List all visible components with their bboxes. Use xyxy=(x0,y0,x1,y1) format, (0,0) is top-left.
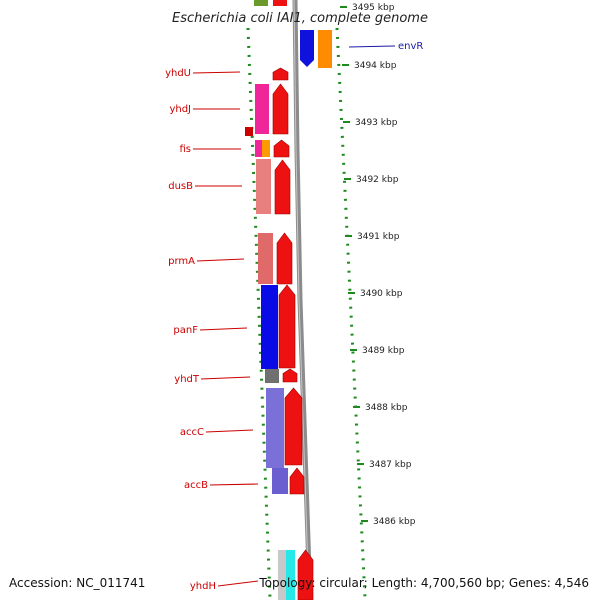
accC-arrow xyxy=(284,387,303,466)
prmA-arrow xyxy=(276,232,293,285)
gene-label-dusB[interactable]: dusB xyxy=(168,181,193,192)
gene-label-yhdH[interactable]: yhdH xyxy=(190,581,216,592)
top-partial-block xyxy=(254,0,268,6)
genome-backbone xyxy=(292,0,313,600)
gene-label-envR[interactable]: envR xyxy=(398,41,423,52)
yhdH-cyan-block xyxy=(286,550,295,600)
gene-leader-line xyxy=(217,580,259,587)
kbp-tick-label: 3490 kbp xyxy=(360,289,403,299)
yhdH-arrow xyxy=(297,549,314,600)
kbp-tick-label: 3494 kbp xyxy=(354,61,397,71)
kbp-ticks: 3495 kbp 3494 kbp 3493 kbp 3492 kbp 3491 kbp… xyxy=(340,3,416,527)
gene-features xyxy=(245,0,332,600)
envR-arrow xyxy=(300,30,314,67)
gene-label-panF[interactable]: panF xyxy=(173,325,198,336)
gene-label-yhdT[interactable]: yhdT xyxy=(174,374,200,385)
gene-labels: yhdU yhdJ fis dusB prmA panF yhdT accC accB yhdH e… xyxy=(165,41,423,592)
top-partial-arrow xyxy=(273,0,287,6)
yhdU-arrow xyxy=(272,67,289,81)
prmA-block xyxy=(258,233,273,284)
panF-block xyxy=(261,285,278,369)
gene-leader-line xyxy=(348,45,396,48)
envR-block xyxy=(318,30,332,68)
yhdJ-block xyxy=(255,84,269,134)
accB-block xyxy=(272,468,288,494)
small-red-block xyxy=(245,127,253,136)
fis-block-pink xyxy=(255,140,262,157)
gene-leader-line xyxy=(196,258,245,262)
yhdT-block xyxy=(265,369,279,383)
gene-label-accC[interactable]: accC xyxy=(180,427,204,438)
fis-block-orange xyxy=(262,140,270,157)
accC-block xyxy=(266,388,284,468)
yhdH-gray-block xyxy=(278,550,286,600)
topology-text: Topology: circular; Length: 4,700,560 bp… xyxy=(258,576,589,590)
panF-arrow xyxy=(278,284,296,369)
dusB-block xyxy=(256,159,271,214)
fis-arrow xyxy=(273,139,290,158)
gene-label-accB[interactable]: accB xyxy=(184,480,208,491)
kbp-tick-label: 3487 kbp xyxy=(369,460,412,470)
dusB-arrow xyxy=(274,159,291,215)
kbp-tick-label: 3492 kbp xyxy=(356,175,399,185)
accB-arrow xyxy=(289,467,305,495)
yhdT-arrow xyxy=(282,368,298,383)
kbp-tick-label: 3495 kbp xyxy=(352,3,395,13)
kbp-tick-label: 3489 kbp xyxy=(362,346,405,356)
gene-label-yhdJ[interactable]: yhdJ xyxy=(169,104,191,115)
gene-label-yhdU[interactable]: yhdU xyxy=(165,68,191,79)
gene-leader-line xyxy=(200,376,251,380)
kbp-tick-label: 3493 kbp xyxy=(355,118,398,128)
kbp-tick-label: 3491 kbp xyxy=(357,232,400,242)
gene-leader-line xyxy=(199,327,248,331)
gene-label-fis[interactable]: fis xyxy=(179,144,191,155)
gene-leader-line xyxy=(205,429,254,433)
kbp-tick-label: 3486 kbp xyxy=(373,517,416,527)
gene-leader-line xyxy=(192,71,241,74)
accession-text: Accession: NC_011741 xyxy=(9,576,145,590)
genome-title: Escherichia coli IAI1, complete genome xyxy=(172,11,428,26)
gene-label-prmA[interactable]: prmA xyxy=(168,256,195,267)
kbp-tick-label: 3488 kbp xyxy=(365,403,408,413)
right-dotted-guide xyxy=(335,27,367,599)
yhdJ-arrow xyxy=(272,83,289,135)
gene-leader-line xyxy=(209,483,259,486)
